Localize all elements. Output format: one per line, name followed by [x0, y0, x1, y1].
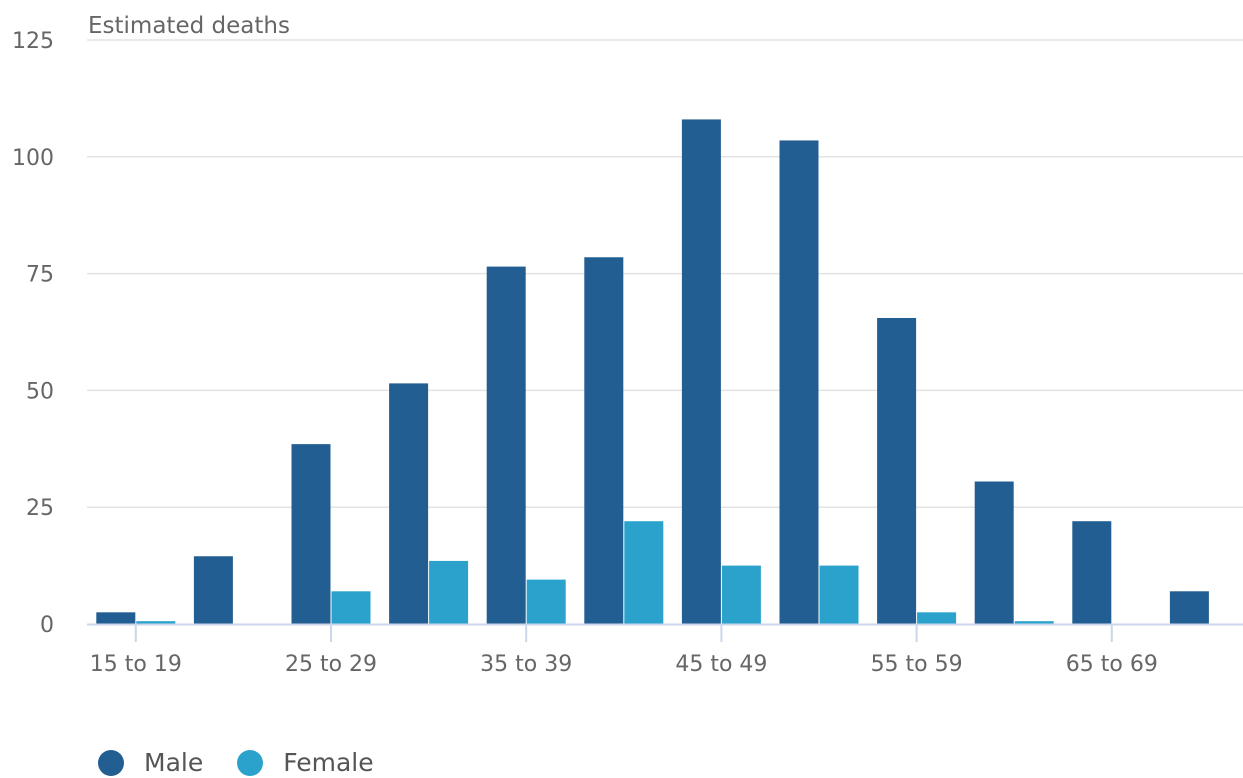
legend-item-male[interactable]: Male — [98, 748, 203, 777]
bars — [96, 119, 1209, 624]
bar-female[interactable] — [136, 621, 176, 624]
y-tick-label: 75 — [26, 263, 54, 288]
bar-male[interactable] — [877, 317, 917, 624]
bar-female[interactable] — [624, 521, 664, 624]
legend-item-female[interactable]: Female — [237, 748, 374, 777]
x-tick-label: 25 to 29 — [285, 652, 377, 677]
bar-male[interactable] — [291, 444, 331, 624]
bar-female[interactable] — [331, 591, 371, 624]
y-tick-label: 50 — [26, 379, 54, 404]
gridlines — [87, 39, 1243, 508]
legend: Male Female — [98, 748, 408, 777]
legend-swatch-male — [98, 749, 124, 776]
y-tick-label: 100 — [12, 146, 54, 171]
y-axis-ticks: 0 25 50 75 100 125 — [12, 29, 54, 638]
bar-female[interactable] — [429, 560, 469, 624]
y-axis-label: Estimated deaths — [88, 13, 290, 39]
bar-male[interactable] — [779, 140, 819, 624]
bar-male[interactable] — [1072, 521, 1112, 624]
bar-female[interactable] — [526, 579, 566, 624]
y-tick-label: 125 — [12, 29, 54, 54]
y-tick-label: 25 — [26, 496, 54, 521]
legend-label-female: Female — [283, 748, 374, 777]
x-tick-label: 55 to 59 — [871, 652, 963, 677]
x-tick-label: 45 to 49 — [675, 652, 767, 677]
bar-female[interactable] — [917, 612, 957, 624]
bar-male[interactable] — [193, 556, 233, 624]
bar-male[interactable] — [486, 266, 526, 624]
x-tick-label: 65 to 69 — [1066, 652, 1158, 677]
x-tick-label: 15 to 19 — [90, 652, 182, 677]
bar-male[interactable] — [681, 119, 721, 624]
bar-male[interactable] — [96, 612, 136, 624]
bar-female[interactable] — [819, 565, 859, 624]
bar-male[interactable] — [389, 383, 429, 624]
legend-swatch-female — [237, 749, 264, 776]
legend-label-male: Male — [144, 748, 204, 777]
bar-female[interactable] — [1014, 621, 1054, 624]
x-tick-label: 35 to 39 — [480, 652, 572, 677]
bar-male[interactable] — [974, 481, 1014, 624]
bar-male[interactable] — [1169, 591, 1209, 624]
bar-male[interactable] — [584, 257, 624, 624]
bar-chart: 0 25 50 75 100 125 Estimated deaths 15 to 19 2… — [12, 13, 1243, 677]
bar-female[interactable] — [721, 565, 761, 624]
x-axis: 15 to 19 25 to 29 35 to 39 45 to 49 55 to 59… — [87, 623, 1243, 677]
y-tick-label: 0 — [40, 613, 54, 638]
